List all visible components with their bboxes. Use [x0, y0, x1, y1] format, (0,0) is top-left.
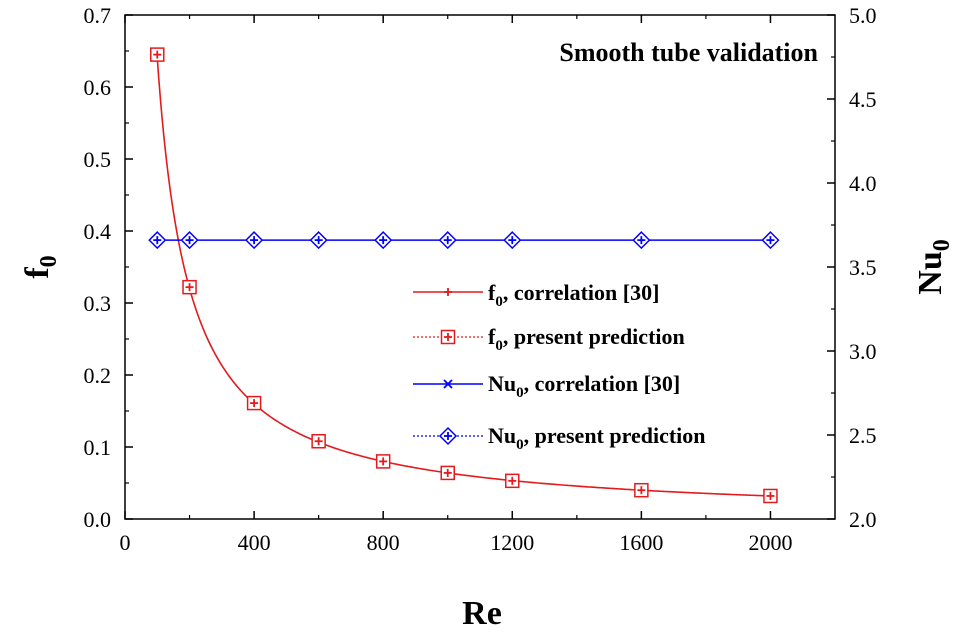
nu0-correlation-point: [508, 236, 517, 245]
legend-x: [443, 379, 453, 389]
legend-entry-f0-prediction: f0, present prediction: [413, 324, 685, 354]
f0-correlation-point: [379, 457, 388, 466]
nu0-correlation-point: [185, 236, 194, 245]
nu0-correlation-point: [153, 236, 162, 245]
y-right-axis-title-sub: 0: [929, 239, 955, 251]
nu0-correlation-point: [379, 236, 388, 245]
y-right-tick-label: 4.0: [849, 171, 877, 196]
legend-plus: [444, 333, 452, 341]
x-tick-label: 1200: [490, 530, 534, 555]
y-left-axis-title-sub: 0: [36, 255, 62, 267]
legend: f0, correlation [30] f0, present predict…: [413, 280, 706, 453]
y-left-tick-label: 0.6: [84, 75, 112, 100]
y-left-tick-label: 0.1: [84, 435, 112, 460]
y-right-tick-label: 3.5: [849, 255, 877, 280]
ticks: 0 400 800 1200 1600 2000 0.0 0.1 0.2 0.3 0.4 0.5 0.6…: [84, 3, 877, 555]
nu0-correlation-point: [443, 236, 452, 245]
legend-entry-nu0-correlation: Nu0, correlation [30]: [413, 371, 680, 401]
y-right-tick-label: 2.0: [849, 507, 877, 532]
x-tick-label: 0: [120, 530, 131, 555]
f0-correlation-point: [637, 486, 646, 495]
y-left-axis-title: f0: [19, 255, 62, 278]
nu0-correlation-point: [766, 236, 775, 245]
x-axis-title: Re: [462, 595, 502, 632]
y-right-tick-label: 3.0: [849, 339, 877, 364]
legend-symbol-f0-correlation: [413, 288, 483, 296]
f0-correlation-point: [185, 283, 194, 292]
y-left-tick-label: 0.7: [84, 3, 112, 28]
y-left-tick-label: 0.4: [84, 219, 112, 244]
x-tick-label: 400: [238, 530, 271, 555]
y-right-axis-title: Nu0: [912, 239, 955, 294]
svg-text:f0, present prediction: f0, present prediction: [488, 324, 685, 354]
f0-correlation-point: [250, 399, 259, 408]
y-left-tick-label: 0.0: [84, 507, 112, 532]
f0-correlation-point: [766, 491, 775, 500]
nu0-correlation-point: [637, 236, 646, 245]
y-left-tick-label: 0.3: [84, 291, 112, 316]
y-right-tick-label: 4.5: [849, 87, 877, 112]
y-right-tick-label: 5.0: [849, 3, 877, 28]
x-b: [443, 379, 453, 389]
f0-correlation-point: [314, 437, 323, 446]
legend-entry-f0-correlation: f0, correlation [30]: [413, 280, 659, 310]
series-layer: [148, 47, 780, 504]
legend-plus: [444, 432, 452, 440]
y-left-tick-label: 0.2: [84, 363, 112, 388]
legend-symbol-nu0-correlation: [413, 379, 483, 389]
svg-text:Nu0: Nu0: [912, 239, 955, 294]
svg-text:f0: f0: [19, 255, 62, 278]
svg-text:Nu0, correlation [30]: Nu0, correlation [30]: [488, 371, 680, 401]
legend-symbol-nu0-prediction: [413, 426, 483, 446]
x-tick-label: 2000: [748, 530, 792, 555]
y-right-axis-title-main: Nu: [912, 251, 949, 294]
legend-symbol-f0-prediction: [413, 329, 483, 345]
chart-title: Smooth tube validation: [559, 38, 818, 67]
nu0-correlation-point: [314, 236, 323, 245]
f0-correlation-point: [508, 476, 517, 485]
legend-plus: [444, 288, 452, 296]
legend-entry-nu0-prediction: Nu0, present prediction: [413, 423, 706, 453]
f0-correlation-point: [153, 50, 162, 59]
svg-text:f0, correlation [30]: f0, correlation [30]: [488, 280, 659, 310]
x-tick-label: 800: [367, 530, 400, 555]
x-tick-label: 1600: [619, 530, 663, 555]
plot-frame: [124, 14, 836, 520]
svg-text:Nu0, present prediction: Nu0, present prediction: [488, 423, 706, 453]
y-left-tick-label: 0.5: [84, 147, 112, 172]
y-right-tick-label: 2.5: [849, 423, 877, 448]
y-left-axis-title-main: f: [19, 267, 56, 279]
nu0-correlation-point: [250, 236, 259, 245]
f0-correlation-point: [443, 468, 452, 477]
